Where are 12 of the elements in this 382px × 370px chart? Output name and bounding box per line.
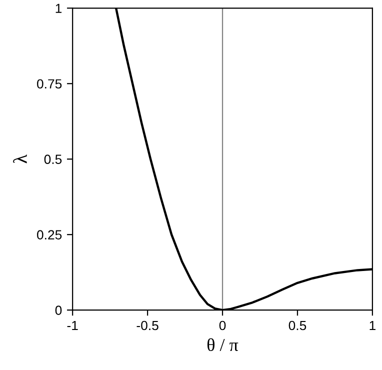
x-tick-label: 1 [370, 320, 376, 330]
x-axis-title: θ / π [207, 338, 238, 352]
y-axis-title: λ [13, 154, 27, 164]
y-tick-label: 0.75 [37, 79, 62, 89]
y-tick-label: 0.5 [44, 154, 62, 164]
y-tick-label: 1 [56, 4, 62, 13]
x-tick-label: 0 [219, 320, 226, 330]
x-tick-label: -0.5 [136, 320, 158, 330]
x-tick-label: 0.5 [288, 320, 306, 330]
x-tick-label: -1 [67, 320, 78, 330]
y-tick-label: 0.25 [37, 230, 62, 240]
y-tick-label: 0 [55, 306, 62, 315]
